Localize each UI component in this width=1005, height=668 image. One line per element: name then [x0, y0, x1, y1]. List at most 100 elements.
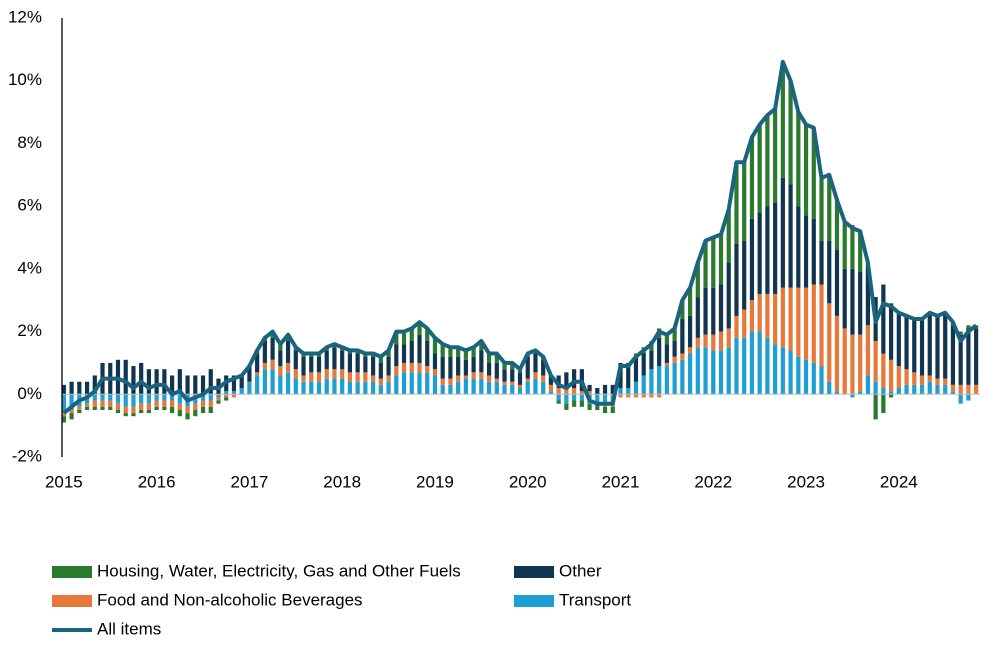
bar	[850, 268, 855, 335]
bar	[842, 328, 847, 395]
bar	[77, 409, 82, 414]
bar	[301, 375, 306, 382]
bar	[572, 369, 577, 389]
bar	[765, 337, 770, 395]
bar	[610, 406, 615, 414]
bar	[417, 322, 422, 335]
bar	[796, 356, 801, 395]
bar	[463, 359, 468, 376]
bar	[734, 337, 739, 395]
bar	[162, 369, 167, 395]
bar	[69, 413, 74, 420]
bar	[425, 340, 430, 367]
bar	[316, 356, 322, 373]
bar	[324, 350, 329, 370]
bar	[943, 378, 948, 385]
bar	[943, 384, 948, 395]
bar	[208, 369, 213, 395]
bar	[834, 250, 840, 316]
bar	[231, 394, 237, 398]
bar	[587, 384, 592, 392]
bar	[935, 378, 940, 385]
bar	[541, 381, 546, 395]
bar	[587, 391, 592, 395]
bar	[765, 206, 770, 294]
bar	[850, 224, 855, 269]
bar	[858, 231, 863, 272]
bar	[440, 384, 445, 395]
bar	[742, 162, 747, 241]
bar	[602, 384, 608, 395]
legend-swatch	[514, 566, 554, 578]
bar	[749, 300, 755, 332]
bar	[912, 384, 917, 395]
bar	[927, 381, 932, 395]
bar	[865, 375, 870, 395]
bar	[409, 340, 414, 363]
bar	[208, 394, 213, 401]
bar	[131, 406, 136, 414]
bar	[718, 350, 724, 395]
bar	[200, 375, 206, 395]
bar	[154, 406, 159, 410]
bar	[919, 319, 925, 376]
bar	[672, 362, 677, 395]
legend-label: Transport	[559, 590, 631, 609]
bar	[92, 394, 97, 401]
bar	[216, 394, 221, 398]
bar	[255, 372, 260, 376]
bar	[471, 378, 476, 395]
bar	[834, 391, 840, 395]
bar	[749, 218, 755, 301]
bar	[718, 331, 724, 351]
bar	[858, 391, 863, 395]
bar	[69, 409, 74, 414]
bar	[479, 372, 484, 379]
bar	[742, 309, 747, 338]
bar	[123, 413, 128, 417]
bar	[579, 394, 584, 401]
bar	[657, 366, 662, 395]
bar	[935, 384, 940, 395]
bar	[463, 378, 468, 395]
bar	[757, 293, 762, 332]
bar	[958, 384, 963, 395]
bar	[108, 394, 113, 401]
bar	[873, 381, 878, 395]
bar	[788, 350, 793, 395]
bar	[378, 356, 383, 363]
bar	[711, 287, 716, 335]
bar	[711, 350, 716, 395]
bar	[757, 331, 762, 395]
bar	[401, 344, 407, 363]
bar	[448, 378, 453, 385]
bar	[842, 268, 847, 329]
bar	[796, 206, 801, 288]
bar	[649, 369, 654, 395]
bar	[409, 362, 414, 373]
bar	[193, 403, 198, 410]
bar	[386, 381, 391, 395]
bar	[162, 400, 167, 407]
bar	[425, 372, 430, 395]
bar	[146, 369, 152, 395]
bar	[533, 378, 538, 395]
bar	[974, 328, 979, 385]
y-tick-label: -2%	[12, 446, 42, 465]
bar	[332, 369, 337, 379]
bar	[386, 350, 391, 357]
bar	[726, 262, 731, 329]
bar	[780, 177, 785, 288]
bar	[231, 391, 237, 395]
bar	[355, 372, 360, 382]
bar	[193, 375, 198, 395]
bar	[77, 381, 82, 395]
y-tick-label: 2%	[17, 321, 42, 340]
bar	[796, 112, 801, 207]
bar	[332, 378, 337, 395]
bar	[84, 403, 90, 407]
bar	[827, 381, 832, 395]
bar	[502, 362, 507, 370]
bar	[904, 315, 909, 370]
bar	[888, 303, 894, 360]
